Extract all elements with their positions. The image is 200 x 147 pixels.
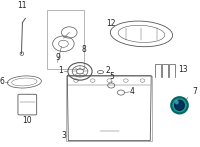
Text: 8: 8 [82, 45, 87, 54]
Text: 10: 10 [23, 116, 32, 125]
Ellipse shape [175, 100, 179, 104]
Text: 4: 4 [130, 87, 135, 96]
Text: 7: 7 [192, 87, 197, 96]
Text: 9: 9 [55, 53, 60, 62]
Ellipse shape [171, 97, 188, 113]
Text: 3: 3 [61, 131, 66, 140]
Ellipse shape [175, 100, 184, 110]
Text: 1: 1 [59, 66, 63, 75]
Text: 6: 6 [0, 77, 5, 86]
Text: 12: 12 [106, 20, 116, 29]
Text: 2: 2 [105, 66, 110, 75]
Text: 5: 5 [110, 72, 115, 81]
Text: 11: 11 [18, 1, 27, 10]
Text: 13: 13 [179, 65, 188, 74]
